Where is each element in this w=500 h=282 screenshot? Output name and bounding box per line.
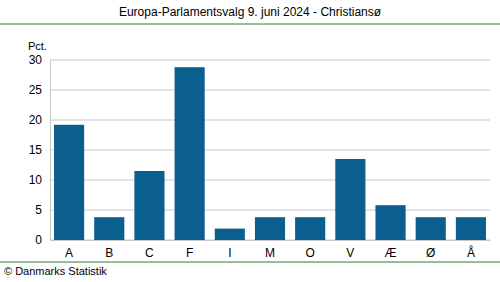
- x-axis-line: [51, 240, 491, 241]
- y-tick: 20: [29, 113, 50, 127]
- title: Europa-Parlamentsvalg 9. juni 2024 - Chr…: [119, 5, 382, 19]
- bar: [295, 217, 325, 240]
- y-axis-line: [50, 61, 51, 241]
- y-tick-label: 25: [29, 83, 43, 97]
- bar: [335, 159, 365, 240]
- x-tick: Æ: [385, 240, 397, 260]
- footer-rule: [0, 262, 500, 263]
- bar: [94, 217, 124, 240]
- grid-line: [50, 120, 490, 121]
- bar: [134, 171, 164, 240]
- grid-line: [50, 180, 490, 181]
- y-tick-label: 15: [29, 143, 43, 157]
- x-tick-label: Å: [467, 245, 475, 260]
- bar: [416, 217, 446, 240]
- y-tick-label: 30: [29, 53, 43, 67]
- x-axis: ABCFIMOVÆØÅ: [51, 240, 491, 260]
- grid-line: [50, 210, 490, 211]
- y-axis-label: Pct.: [28, 40, 47, 52]
- x-tick: A: [65, 240, 73, 260]
- x-tick-label: V: [346, 246, 354, 260]
- grid: [50, 60, 490, 240]
- x-tick-label: B: [105, 246, 113, 260]
- y-tick: 10: [29, 173, 50, 187]
- bar: [54, 125, 84, 240]
- bar: [456, 217, 486, 240]
- source: © Danmarks Statistik: [4, 265, 107, 277]
- x-tick-label: C: [145, 246, 154, 260]
- chart-svg: Europa-Parlamentsvalg 9. juni 2024 - Chr…: [0, 0, 500, 282]
- x-tick: I: [228, 240, 231, 260]
- bar: [375, 205, 405, 240]
- grid-line: [50, 90, 490, 91]
- x-tick-label: O: [306, 246, 315, 260]
- x-tick: B: [105, 240, 113, 260]
- y-tick-label: 20: [29, 113, 43, 127]
- bars: [54, 67, 486, 240]
- y-tick-label: 5: [35, 203, 42, 217]
- chart-container: Europa-Parlamentsvalg 9. juni 2024 - Chr…: [0, 0, 500, 282]
- header-rule: [0, 24, 500, 25]
- y-tick: 25: [29, 83, 50, 97]
- bar: [255, 217, 285, 240]
- x-tick: M: [265, 240, 275, 260]
- grid-line: [50, 60, 490, 61]
- x-tick-label: Æ: [385, 246, 397, 260]
- y-tick: 5: [35, 203, 50, 217]
- bar: [175, 67, 205, 240]
- x-tick: C: [145, 240, 154, 260]
- x-tick-label: I: [228, 246, 231, 260]
- x-tick-label: M: [265, 246, 275, 260]
- x-tick-label: A: [65, 246, 73, 260]
- bar: [215, 229, 245, 240]
- x-tick: O: [306, 240, 315, 260]
- x-tick: V: [346, 240, 354, 260]
- x-tick-label: F: [186, 246, 193, 260]
- y-tick-label: 0: [35, 233, 42, 247]
- y-tick: 15: [29, 143, 50, 157]
- y-tick: 0: [35, 233, 50, 247]
- x-tick: Ø: [426, 240, 435, 260]
- x-tick-label: Ø: [426, 246, 435, 260]
- x-tick: F: [186, 240, 193, 260]
- y-tick: 30: [29, 53, 50, 67]
- y-axis: 0 5 10 15 20 25 30: [29, 53, 51, 247]
- y-tick-label: 10: [29, 173, 43, 187]
- grid-line: [50, 150, 490, 151]
- x-tick: Å: [467, 240, 475, 260]
